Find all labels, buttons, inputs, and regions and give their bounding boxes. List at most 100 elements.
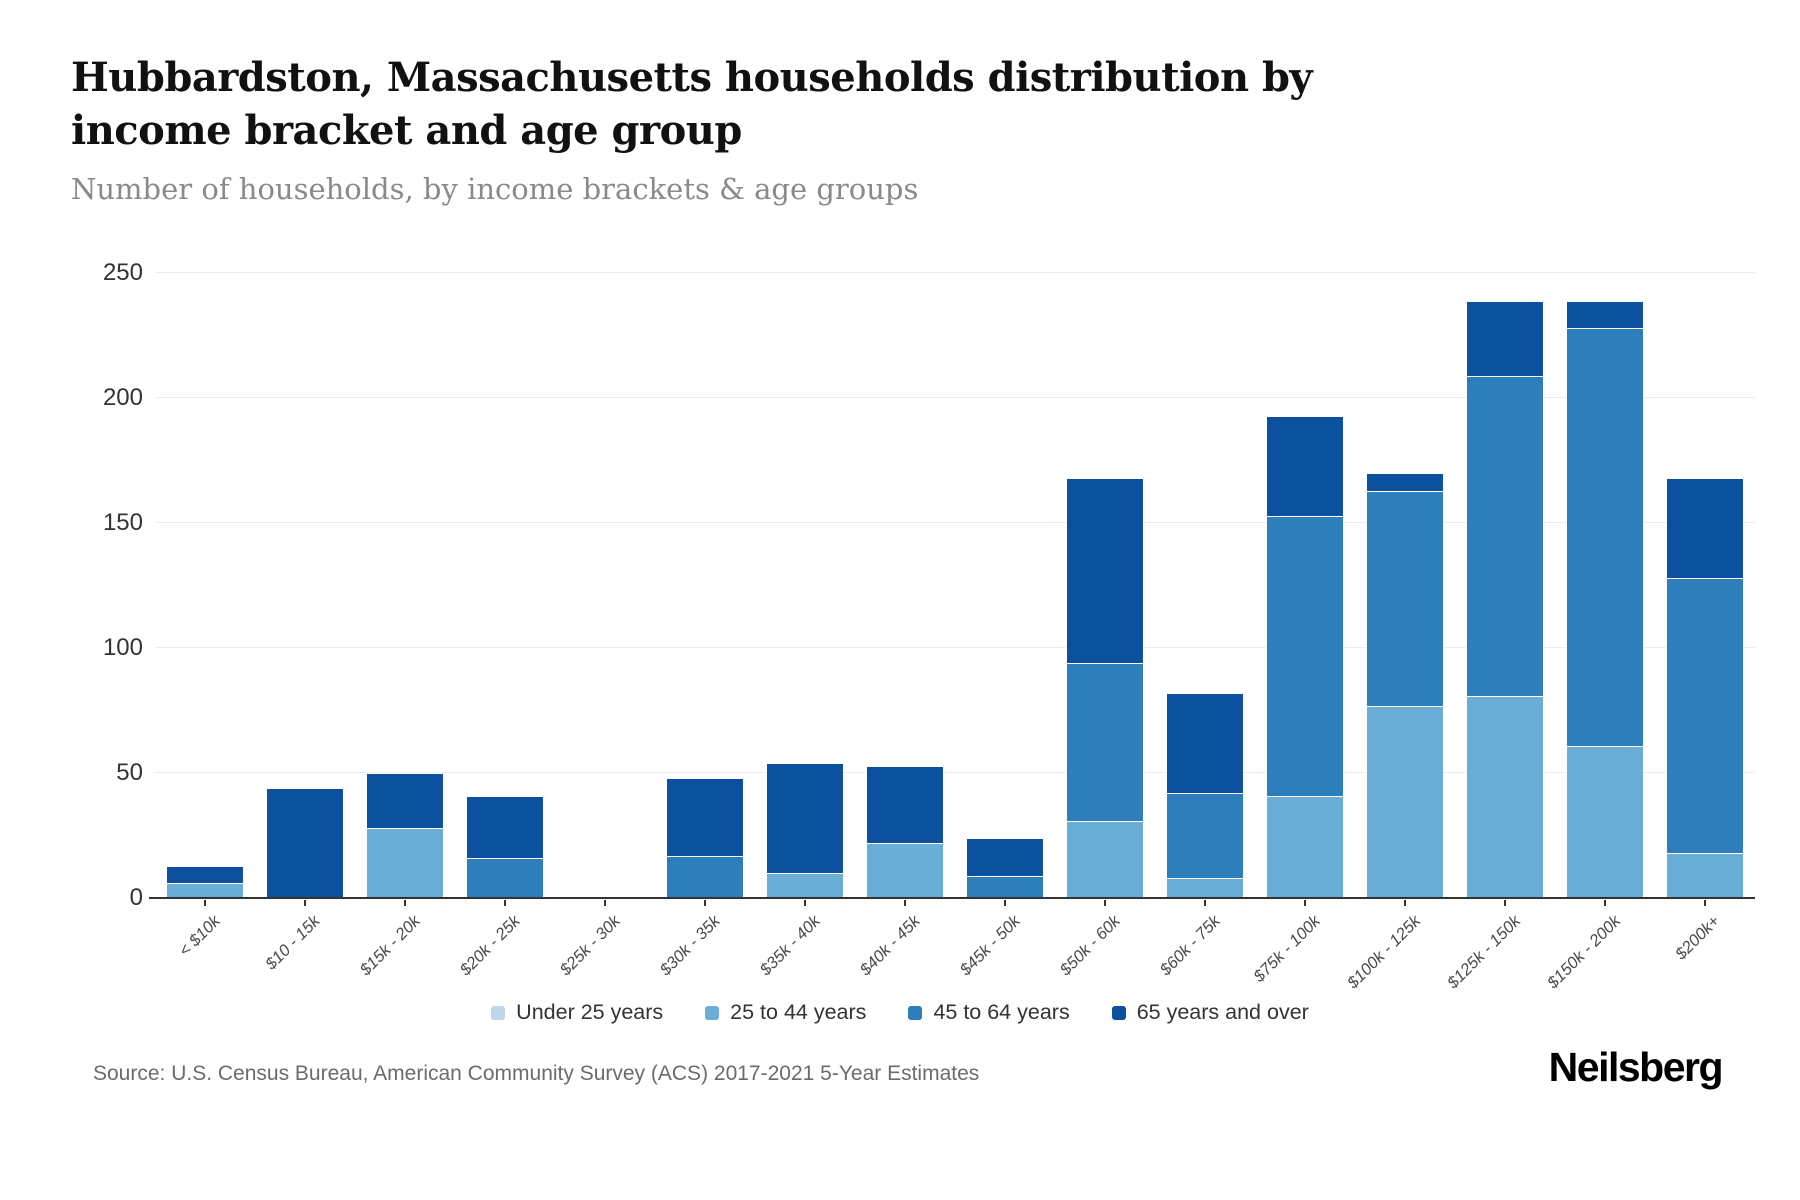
y-tick-label-150: 150 xyxy=(102,509,143,536)
gridline-y50 xyxy=(155,772,1755,773)
x-axis-tick xyxy=(1104,900,1106,906)
x-tick-label: $15k - 20k xyxy=(356,912,424,980)
bar-segment[interactable] xyxy=(1666,578,1744,853)
stacked-bar[interactable] xyxy=(766,763,844,898)
x-axis-tick xyxy=(804,900,806,906)
bar-segment[interactable] xyxy=(1366,705,1444,898)
stacked-bar[interactable] xyxy=(1366,473,1444,898)
x-tick-label: $45k - 50k xyxy=(956,912,1024,980)
bar-segment[interactable] xyxy=(1666,853,1744,898)
legend-item-25-to-44-years[interactable]: 25 to 44 years xyxy=(705,1000,866,1025)
stacked-bar[interactable] xyxy=(1066,478,1144,898)
bar-segment[interactable] xyxy=(266,788,344,898)
stacked-bar[interactable] xyxy=(866,765,944,898)
x-axis-tick xyxy=(1704,900,1706,906)
bar-segment[interactable] xyxy=(966,875,1044,898)
y-tick-label-50: 50 xyxy=(116,759,143,786)
bar-segment[interactable] xyxy=(1166,693,1244,793)
chart-title: Hubbardston, Massachusetts households di… xyxy=(71,54,1313,154)
bar-segment[interactable] xyxy=(166,865,244,883)
x-tick-label: $100k - 125k xyxy=(1343,912,1424,993)
stacked-bar[interactable] xyxy=(366,773,444,898)
gridline-y150 xyxy=(155,522,1755,523)
category-slot: $100k - 125k xyxy=(1344,273,1455,992)
bar-segment[interactable] xyxy=(1066,478,1144,663)
bar-segment[interactable] xyxy=(366,828,444,898)
x-tick-label: $30k - 35k xyxy=(656,912,724,980)
legend-label: Under 25 years xyxy=(516,1000,664,1024)
chart-subtitle: Number of households, by income brackets… xyxy=(71,172,919,206)
bar-segment[interactable] xyxy=(1366,473,1444,491)
stacked-bar[interactable] xyxy=(166,865,244,898)
bar-segment[interactable] xyxy=(1466,300,1544,376)
brand-logo: Neilsberg xyxy=(1548,1044,1724,1090)
x-axis-tick xyxy=(604,900,606,906)
bar-segment[interactable] xyxy=(1566,300,1644,328)
x-axis-tick xyxy=(1204,900,1206,906)
x-tick-label: $35k - 40k xyxy=(756,912,824,980)
legend-swatch-icon xyxy=(705,1005,720,1020)
category-slot: $50k - 60k xyxy=(1055,273,1155,979)
bars-container: < $10k $10 - 15k $15k - 20k $20k - 25k $25k … xyxy=(155,273,1755,992)
bar-segment[interactable] xyxy=(1166,793,1244,878)
legend-swatch-icon xyxy=(908,1005,923,1020)
legend-item-under-25-years[interactable]: Under 25 years xyxy=(491,1000,663,1025)
bar-segment[interactable] xyxy=(1266,515,1344,796)
stacked-bar[interactable] xyxy=(466,795,544,898)
bar-segment[interactable] xyxy=(466,858,544,898)
bar-segment[interactable] xyxy=(366,773,444,828)
bar-segment[interactable] xyxy=(1066,663,1144,821)
stacked-bar[interactable] xyxy=(966,838,1044,898)
bar-segment[interactable] xyxy=(766,763,844,873)
bar-segment[interactable] xyxy=(1266,415,1344,516)
bar-segment[interactable] xyxy=(1666,478,1744,578)
stacked-bar[interactable] xyxy=(266,788,344,898)
stacked-bar[interactable] xyxy=(1466,300,1544,898)
x-tick-label: $20k - 25k xyxy=(456,912,524,980)
stacked-bar[interactable] xyxy=(1266,415,1344,898)
category-slot: $40k - 45k xyxy=(855,273,955,979)
legend-swatch-icon xyxy=(1111,1005,1126,1020)
bar-segment[interactable] xyxy=(866,843,944,898)
x-axis-tick xyxy=(704,900,706,906)
stacked-bar[interactable] xyxy=(666,778,744,898)
stacked-bar[interactable] xyxy=(1166,693,1244,898)
bar-segment[interactable] xyxy=(1566,745,1644,898)
bar-segment[interactable] xyxy=(666,778,744,856)
bar-segment[interactable] xyxy=(466,795,544,858)
bar-segment[interactable] xyxy=(1166,878,1244,898)
x-axis-tick xyxy=(504,900,506,906)
stacked-bar[interactable] xyxy=(1666,478,1744,898)
y-tick-label-250: 250 xyxy=(102,259,143,286)
legend-item-65-years-and-over[interactable]: 65 years and over xyxy=(1111,1000,1309,1025)
stacked-bar[interactable] xyxy=(1566,300,1644,898)
bar-segment[interactable] xyxy=(1566,328,1644,746)
x-axis-tick xyxy=(304,900,306,906)
x-tick-label: $10 - 15k xyxy=(262,912,324,974)
bar-segment[interactable] xyxy=(166,883,244,898)
x-tick-label: $75k - 100k xyxy=(1250,912,1324,986)
bar-segment[interactable] xyxy=(666,855,744,898)
bar-segment[interactable] xyxy=(1366,490,1444,706)
bar-segment[interactable] xyxy=(966,838,1044,876)
category-slot: $30k - 35k xyxy=(655,273,755,979)
bar-segment[interactable] xyxy=(866,765,944,843)
legend-label: 65 years and over xyxy=(1136,1000,1309,1024)
legend-item-45-to-64-years[interactable]: 45 to 64 years xyxy=(908,1000,1070,1025)
plot-area: 0 50 100 150 200 250 < $10k $10 - 15k $15k - 20… xyxy=(103,259,1755,992)
category-slot: $150k - 200k xyxy=(1544,273,1655,992)
bar-segment[interactable] xyxy=(1466,375,1544,696)
bar-segment[interactable] xyxy=(1466,695,1544,898)
category-slot: < $10k xyxy=(155,273,255,960)
category-slot: $35k - 40k xyxy=(755,273,855,979)
category-slot: $60k - 75k xyxy=(1155,273,1255,979)
gridline-y200 xyxy=(155,397,1755,398)
y-tick-label-200: 200 xyxy=(102,384,143,411)
bar-segment[interactable] xyxy=(766,873,844,898)
x-axis-tick xyxy=(1304,900,1306,906)
bar-segment[interactable] xyxy=(1266,795,1344,898)
y-tick-label-100: 100 xyxy=(102,634,143,661)
category-slot: $10 - 15k xyxy=(255,273,355,973)
x-axis-tick xyxy=(1504,900,1506,906)
bar-segment[interactable] xyxy=(1066,820,1144,898)
